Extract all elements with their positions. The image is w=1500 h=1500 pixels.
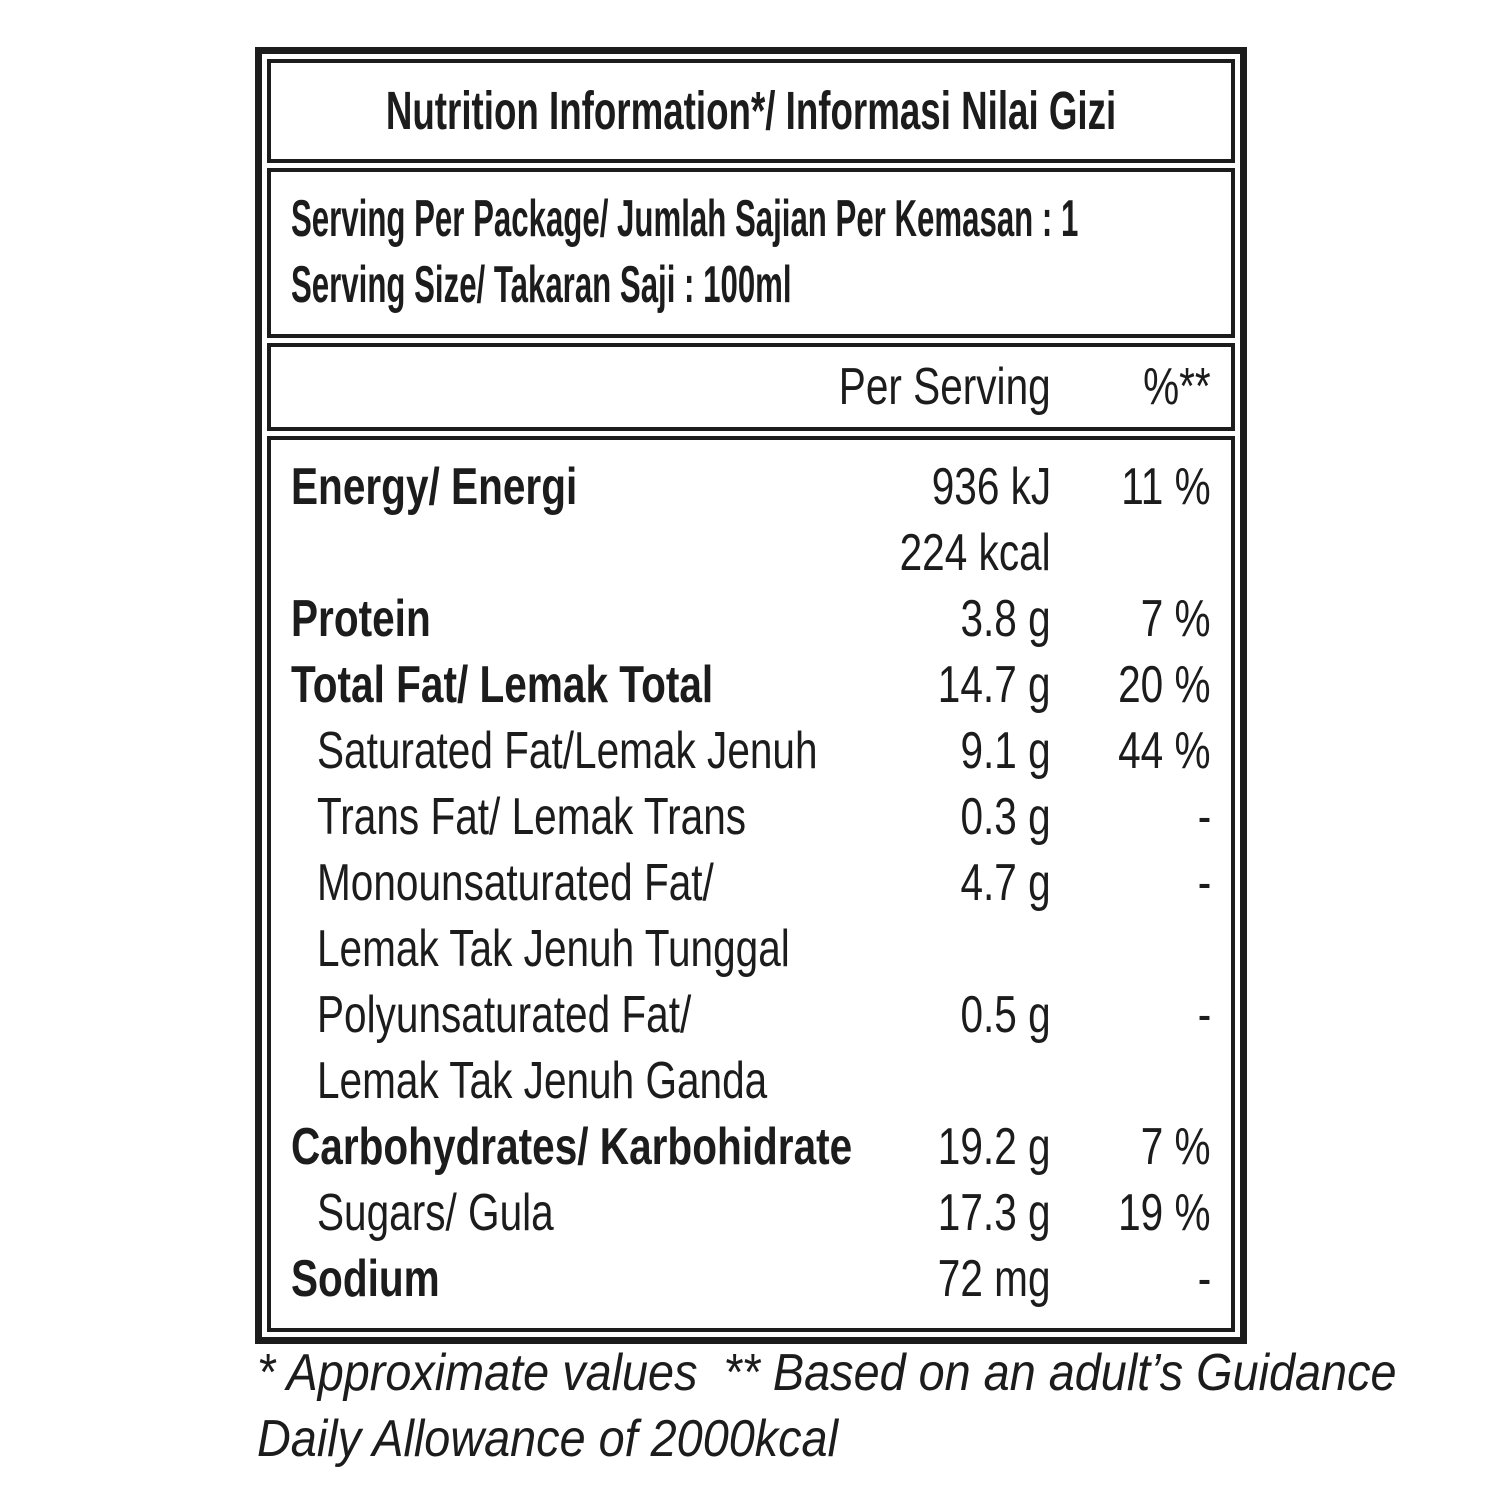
nutrient-percent: 19 % — [1118, 1184, 1211, 1242]
nutrient-amount: 224 kcal — [899, 524, 1051, 582]
nutrient-percent: 20 % — [1118, 656, 1211, 714]
column-header-section: Per Serving %** — [267, 343, 1235, 431]
nutrient-percent: - — [1197, 986, 1211, 1044]
label-title: Nutrition Information*/ Informasi Nilai … — [385, 81, 1117, 141]
nutrient-label: Monounsaturated Fat/ — [317, 854, 714, 912]
nutrient-percent: 7 % — [1141, 1118, 1211, 1176]
nutrient-row: Polyunsaturated Fat/ 0.5 g - — [291, 982, 1211, 1048]
nutrient-row: Protein 3.8 g 7 % — [291, 586, 1211, 652]
nutrient-label: Energy/ Energi — [291, 458, 578, 516]
nutrient-row: 224 kcal — [291, 520, 1211, 586]
footnote: * Approximate values ** Based on an adul… — [257, 1340, 1500, 1472]
nutrient-row: Lemak Tak Jenuh Tunggal — [291, 916, 1211, 982]
nutrient-percent: - — [1197, 788, 1211, 846]
nutrient-amount: 17.3 g — [938, 1184, 1051, 1242]
nutrient-label: Lemak Tak Jenuh Ganda — [317, 1052, 768, 1110]
nutrient-table: Energy/ Energi 936 kJ 11 % 224 kcal Prot… — [267, 436, 1235, 1332]
nutrient-percent: 11 % — [1121, 458, 1211, 516]
nutrient-percent: - — [1197, 1250, 1211, 1308]
nutrient-label: Total Fat/ Lemak Total — [291, 656, 714, 714]
nutrient-percent — [1051, 520, 1211, 586]
nutrient-row: Energy/ Energi 936 kJ 11 % — [291, 454, 1211, 520]
nutrient-label: Sugars/ Gula — [317, 1184, 554, 1242]
serving-size: Serving Size/ Takaran Saji : 100ml — [291, 256, 792, 314]
nutrient-amount: 14.7 g — [938, 656, 1051, 714]
nutrient-label: Sodium — [291, 1250, 440, 1308]
nutrient-row: Trans Fat/ Lemak Trans 0.3 g - — [291, 784, 1211, 850]
serving-per-package: Serving Per Package/ Jumlah Sajian Per K… — [291, 190, 1079, 248]
nutrient-row: Saturated Fat/Lemak Jenuh 9.1 g 44 % — [291, 718, 1211, 784]
nutrient-label — [291, 520, 857, 586]
footnote-line-1: * Approximate values ** Based on an adul… — [257, 1344, 1397, 1402]
nutrient-amount: 19.2 g — [938, 1118, 1051, 1176]
column-header-per-serving: Per Serving — [839, 358, 1051, 416]
serving-info-section: Serving Per Package/ Jumlah Sajian Per K… — [267, 168, 1235, 338]
nutrient-label: Trans Fat/ Lemak Trans — [317, 788, 747, 846]
nutrient-label: Carbohydrates/ Karbohidrate — [291, 1118, 853, 1176]
nutrient-row: Sodium 72 mg - — [291, 1246, 1211, 1312]
column-header-percent: %** — [1143, 358, 1211, 416]
nutrient-percent — [1051, 916, 1211, 982]
footnote-line-2: Daily Allowance of 2000kcal — [257, 1410, 838, 1468]
nutrient-percent: 7 % — [1141, 590, 1211, 648]
nutrient-label: Saturated Fat/Lemak Jenuh — [317, 722, 818, 780]
nutrient-percent: - — [1197, 854, 1211, 912]
nutrient-row: Sugars/ Gula 17.3 g 19 % — [291, 1180, 1211, 1246]
nutrient-amount: 936 kJ — [931, 458, 1051, 516]
nutrient-row: Total Fat/ Lemak Total 14.7 g 20 % — [291, 652, 1211, 718]
nutrient-amount: 4.7 g — [960, 854, 1051, 912]
nutrient-amount: 72 mg — [938, 1250, 1051, 1308]
nutrient-label: Protein — [291, 590, 431, 648]
nutrient-amount: 0.5 g — [960, 986, 1051, 1044]
nutrient-label: Polyunsaturated Fat/ — [317, 986, 692, 1044]
nutrient-percent: 44 % — [1118, 722, 1211, 780]
nutrient-amount: 0.3 g — [960, 788, 1051, 846]
nutrient-row: Monounsaturated Fat/ 4.7 g - — [291, 850, 1211, 916]
nutrient-amount: 3.8 g — [960, 590, 1051, 648]
label-title-section: Nutrition Information*/ Informasi Nilai … — [267, 59, 1235, 163]
nutrient-amount: 9.1 g — [960, 722, 1051, 780]
nutrient-label: Lemak Tak Jenuh Tunggal — [317, 920, 790, 978]
column-header-row: Per Serving %** — [291, 354, 1211, 420]
nutrition-label: Nutrition Information*/ Informasi Nilai … — [255, 47, 1247, 1344]
nutrient-percent — [1051, 1048, 1211, 1114]
nutrient-row: Lemak Tak Jenuh Ganda — [291, 1048, 1211, 1114]
nutrient-row: Carbohydrates/ Karbohidrate 19.2 g 7 % — [291, 1114, 1211, 1180]
